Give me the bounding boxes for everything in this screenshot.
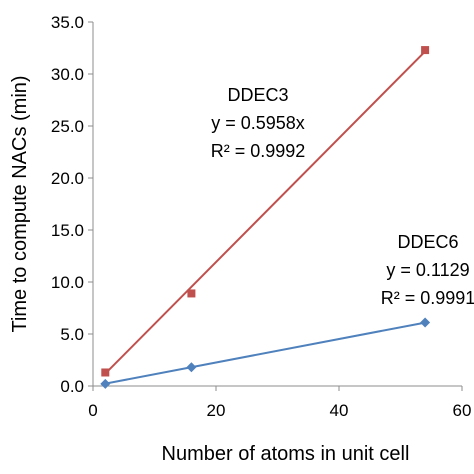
x-tick-label: 60 bbox=[453, 401, 472, 420]
series-1-trendline bbox=[105, 321, 426, 385]
y-tick-label: 30.0 bbox=[51, 65, 84, 84]
y-tick-label: 5.0 bbox=[60, 325, 84, 344]
annotation-line: DDEC6 bbox=[397, 232, 458, 252]
y-tick-label: 10.0 bbox=[51, 273, 84, 292]
series-0-point bbox=[187, 289, 196, 298]
annotation-line: R² = 0.9991 bbox=[381, 288, 474, 308]
plot-area bbox=[92, 22, 462, 387]
series-1-point bbox=[186, 362, 197, 373]
series-0-point bbox=[101, 368, 110, 377]
y-tick-label: 20.0 bbox=[51, 169, 84, 188]
y-tick-label: 25.0 bbox=[51, 117, 84, 136]
series-0-point bbox=[421, 46, 430, 55]
y-tick-label: 0.0 bbox=[60, 377, 84, 396]
y-tick-label: 15.0 bbox=[51, 221, 84, 240]
x-tick-label: 20 bbox=[207, 401, 226, 420]
annotation-line: y = 0.5958x bbox=[211, 113, 305, 133]
ddec6-annotation: DDEC6 y = 0.1129 R² = 0.9991 bbox=[381, 232, 474, 308]
series-0-trendline bbox=[104, 50, 426, 375]
x-axis-label: Number of atoms in unit cell bbox=[162, 443, 410, 465]
y-axis-label: Time to compute NACs (min) bbox=[9, 75, 31, 332]
ddec3-annotation: DDEC3 y = 0.5958x R² = 0.9992 bbox=[211, 85, 306, 161]
y-axis-ticks: 0.0 5.0 10.0 15.0 20.0 25.0 30.0 35.0 bbox=[51, 13, 93, 396]
series-1-point bbox=[420, 317, 431, 328]
series-1-point bbox=[100, 378, 111, 389]
annotation-line: R² = 0.9992 bbox=[211, 141, 306, 161]
x-tick-label: 0 bbox=[88, 401, 97, 420]
x-tick-label: 40 bbox=[330, 401, 349, 420]
annotation-line: y = 0.1129 bbox=[386, 260, 469, 280]
x-axis-ticks: 0 20 40 60 bbox=[88, 386, 471, 420]
annotation-line: DDEC3 bbox=[227, 85, 288, 105]
y-tick-label: 35.0 bbox=[51, 13, 84, 32]
series-layer bbox=[100, 46, 431, 389]
